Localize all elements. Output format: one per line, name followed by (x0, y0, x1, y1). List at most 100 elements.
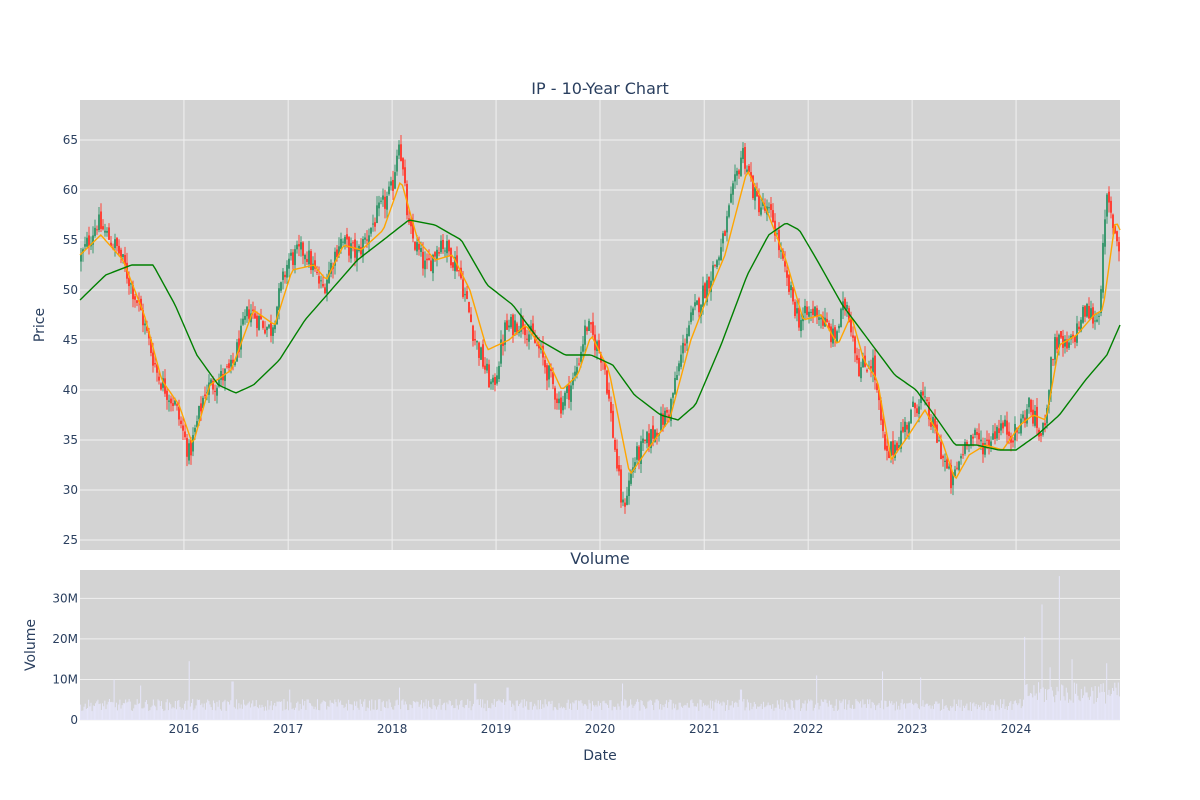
volume-bar (373, 709, 375, 720)
candle-body (966, 441, 968, 447)
volume-bar (336, 706, 338, 720)
candle-body (694, 302, 696, 307)
candle-body (888, 451, 890, 459)
volume-bar (617, 703, 619, 720)
volume-bar (370, 710, 372, 720)
candle-body (1046, 408, 1048, 424)
volume-bar (820, 699, 822, 720)
volume-bar (308, 702, 310, 720)
candle-body (1054, 337, 1056, 360)
volume-bar (462, 706, 464, 720)
candle-body (182, 425, 184, 431)
volume-bar (188, 661, 190, 720)
volume-bar (273, 705, 275, 720)
candle-body (944, 460, 946, 462)
volume-bar (1014, 700, 1016, 720)
volume-bar (277, 701, 279, 720)
candle-body (740, 157, 742, 176)
price-y-ticks: 25 30 35 40 45 50 55 60 65 (63, 133, 78, 547)
volume-bar (350, 704, 352, 720)
volume-bar (952, 706, 954, 720)
volume-bar (345, 703, 347, 720)
volume-bar (693, 706, 695, 720)
volume-bar (1073, 682, 1075, 720)
candle-body (306, 258, 308, 262)
volume-bar (144, 701, 146, 720)
candle-body (912, 401, 914, 408)
volume-bar (203, 703, 205, 720)
volume-bar (638, 701, 640, 720)
candle-body (528, 334, 530, 342)
volume-bar (466, 704, 468, 720)
volume-bar (1113, 690, 1115, 720)
candle-body (510, 316, 512, 328)
candle-body (998, 428, 1000, 434)
volume-bar (732, 707, 734, 720)
volume-bar (419, 704, 421, 720)
volume-bar (372, 709, 374, 720)
volume-bar (818, 709, 820, 720)
candle-body (238, 338, 240, 352)
volume-bar (572, 702, 574, 720)
candle-body (816, 308, 818, 318)
volume-bar (291, 709, 293, 720)
volume-bar (230, 700, 232, 720)
volume-bar (508, 700, 510, 720)
volume-bar (663, 707, 665, 720)
candle-body (276, 306, 278, 325)
volume-bar (81, 710, 83, 720)
volume-bar (650, 700, 652, 720)
volume-bar (1049, 667, 1051, 720)
candle-body (398, 144, 400, 156)
volume-bar (553, 707, 555, 720)
volume-bar (100, 709, 102, 720)
volume-bar (913, 705, 915, 720)
volume-bar (321, 702, 323, 720)
candle-body (932, 416, 934, 426)
volume-bar (431, 709, 433, 720)
candle-body (1040, 433, 1042, 436)
candle-body (340, 238, 342, 249)
candle-body (906, 424, 908, 430)
volume-bar (1061, 684, 1063, 720)
volume-bar (1072, 702, 1074, 720)
candle-body (110, 242, 112, 247)
volume-bar (381, 702, 383, 720)
candle-body (738, 170, 740, 175)
candle-body (470, 314, 472, 323)
volume-bar (579, 701, 581, 720)
volume-bar (435, 709, 437, 720)
candle-body (872, 357, 874, 373)
volume-bar (678, 702, 680, 720)
volume-bar (682, 707, 684, 720)
volume-bar (221, 710, 223, 720)
volume-bar (209, 704, 211, 720)
volume-grid (80, 597, 1120, 721)
volume-bar (1054, 702, 1056, 720)
volume-bar (316, 699, 318, 720)
volume-bar (757, 706, 759, 720)
candle-body (334, 251, 336, 266)
volume-bar (483, 708, 485, 720)
candle-body (484, 365, 486, 370)
volume-bar (1100, 684, 1102, 720)
volume-bar (765, 706, 767, 720)
volume-bar (278, 701, 280, 720)
candle-body (1024, 417, 1026, 423)
volume-bar (616, 709, 618, 720)
candle-body (1084, 306, 1086, 317)
volume-bar (320, 703, 322, 720)
volume-bar (981, 709, 983, 720)
volume-bar (1103, 692, 1105, 720)
volume-bar (815, 704, 817, 720)
volume-bar (487, 707, 489, 720)
volume-bar (147, 704, 149, 720)
volume-bar (690, 700, 692, 720)
candle-body (246, 306, 248, 317)
volume-bar (624, 699, 626, 720)
volume-bar (412, 701, 414, 720)
candle-body (688, 325, 690, 337)
volume-bar (558, 703, 560, 720)
x-tick-label: 2018 (377, 722, 408, 736)
volume-bar (1094, 686, 1096, 720)
